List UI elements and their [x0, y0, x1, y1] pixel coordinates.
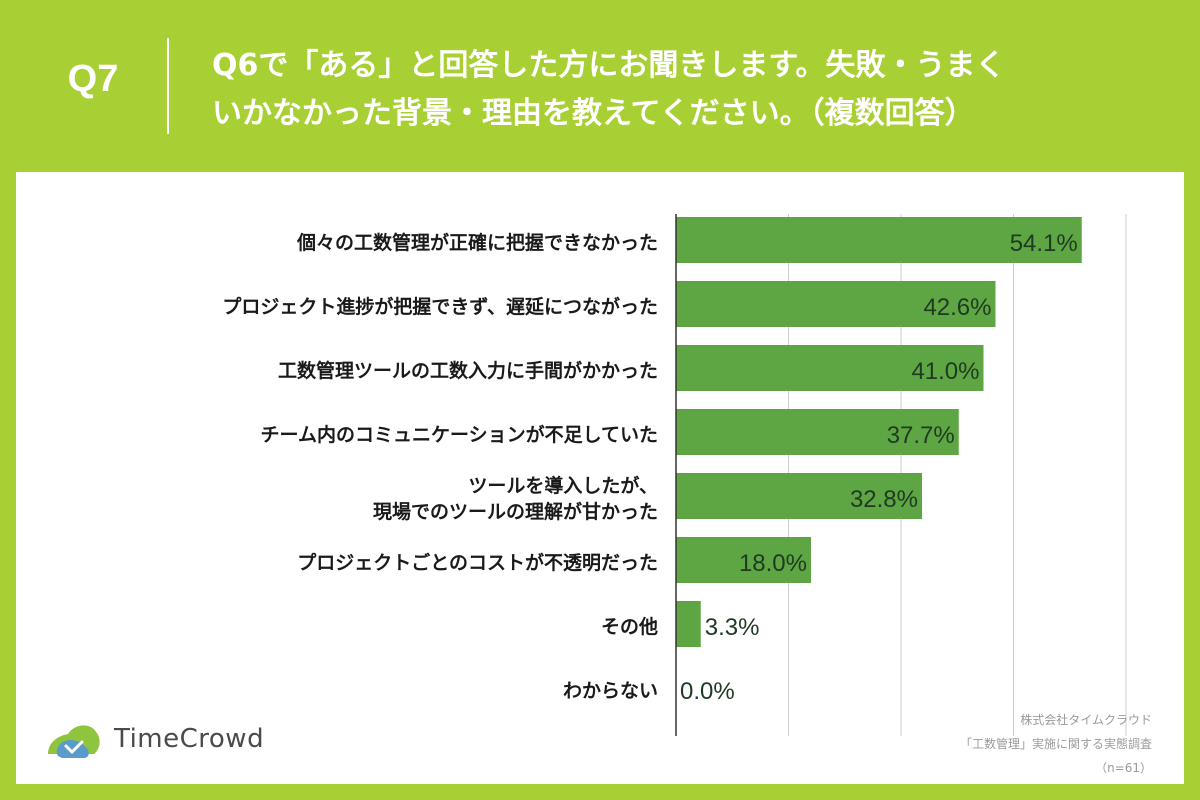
bar — [676, 345, 984, 391]
value-label: 32.8% — [850, 486, 918, 513]
value-label: 37.7% — [887, 422, 955, 449]
survey-name: 「工数管理」実施に関する実態調査 — [959, 737, 1152, 751]
value-label: 0.0% — [680, 678, 735, 705]
category-label: 工数管理ツールの工数入力に手間がかかった — [278, 359, 658, 382]
value-label: 18.0% — [739, 550, 807, 577]
value-label: 41.0% — [911, 358, 979, 385]
sample-size: （n=61） — [1095, 761, 1152, 775]
company-name: 株式会社タイムクラウド — [1020, 713, 1152, 727]
header-divider — [167, 38, 169, 134]
bar — [676, 281, 996, 327]
bar — [676, 217, 1082, 263]
question-title-line1: Q6で「ある」と回答した方にお聞きします。失敗・うまく — [212, 48, 1006, 83]
question-header: Q7 Q6で「ある」と回答した方にお聞きします。失敗・うまく いかなかった背景・… — [0, 0, 1200, 170]
timecrowd-logo: TimeCrowd — [44, 716, 274, 764]
category-label: チーム内のコミュニケーションが不足していた — [261, 423, 658, 446]
timecrowd-logo-icon — [48, 725, 100, 758]
value-label: 3.3% — [705, 614, 760, 641]
bar — [676, 537, 811, 583]
question-title: Q6で「ある」と回答した方にお聞きします。失敗・うまく いかなかった背景・理由を… — [212, 42, 1172, 138]
value-label: 54.1% — [1010, 230, 1078, 257]
value-label: 42.6% — [923, 294, 991, 321]
source-credit: 株式会社タイムクラウド 「工数管理」実施に関する実態調査 （n=61） — [960, 708, 1152, 780]
category-label: 個々の工数管理が正確に把握できなかった — [296, 231, 658, 254]
category-label: 現場でのツールの理解が甘かった — [373, 500, 658, 523]
category-label: プロジェクト進捗が把握できず、遅延につながった — [222, 295, 658, 318]
category-label: わからない — [563, 680, 658, 702]
bar — [676, 409, 959, 455]
question-number: Q7 — [67, 58, 119, 100]
category-label: ツールを導入したが、 — [468, 474, 658, 497]
bar — [676, 601, 701, 647]
logo-text: TimeCrowd — [114, 724, 265, 754]
bar — [676, 473, 922, 519]
bar-chart: 54.1% 個々の工数管理が正確に把握できなかった 42.6% プロジェクト進捗が把握… — [222, 214, 1127, 736]
chart-panel: 54.1% 個々の工数管理が正確に把握できなかった 42.6% プロジェクト進捗が把握… — [16, 172, 1184, 784]
category-label: プロジェクトごとのコストが不透明だった — [297, 551, 658, 574]
question-title-line2: いかなかった背景・理由を教えてください。（複数回答） — [212, 96, 975, 131]
category-label: その他 — [601, 615, 658, 638]
